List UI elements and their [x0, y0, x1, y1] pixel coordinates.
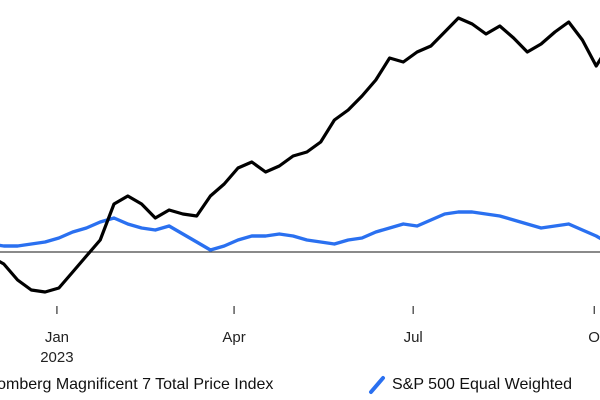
- series-line-mag7: [0, 16, 600, 294]
- legend-label-sp500: S&P 500 Equal Weighted: [392, 376, 572, 393]
- x-year-label: 2023: [40, 349, 73, 366]
- x-tick-label: Jan: [45, 329, 69, 346]
- x-axis: Jan Apr Jul O 2023: [40, 306, 600, 366]
- x-tick-label: O: [588, 329, 600, 346]
- legend-swatch-sp500: [369, 376, 385, 394]
- legend-label-mag7: Bloomberg Magnificent 7 Total Price Inde…: [0, 376, 273, 393]
- legend: Bloomberg Magnificent 7 Total Price Inde…: [0, 376, 572, 394]
- x-tick-label: Jul: [404, 329, 423, 346]
- series-layer: [0, 16, 600, 294]
- x-tick-label: Apr: [222, 329, 245, 346]
- series-line-sp500-equal-weighted: [0, 210, 600, 252]
